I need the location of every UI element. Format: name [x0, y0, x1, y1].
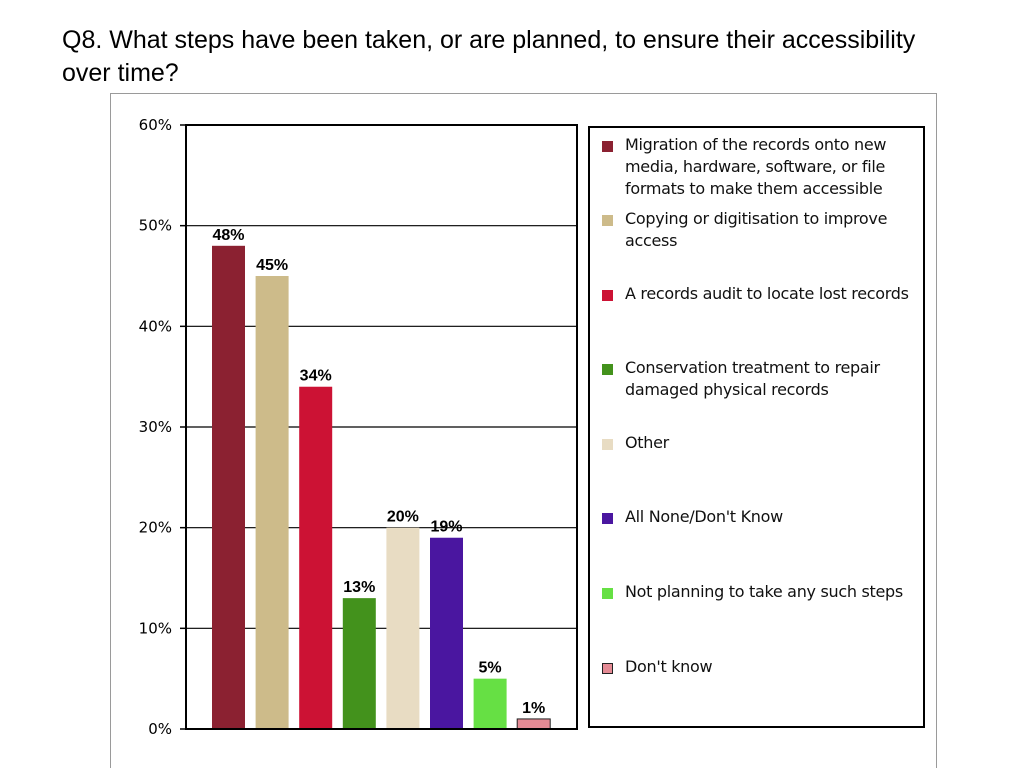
legend-swatch: [602, 141, 613, 152]
legend-label: All None/Don't Know: [625, 506, 783, 528]
bar-value-label: 1%: [522, 700, 545, 717]
legend-label-line: media, hardware, software, or file: [625, 157, 886, 176]
legend-label-line: Other: [625, 433, 669, 452]
y-tick-label: 10%: [139, 619, 172, 637]
bar-value-label: 45%: [256, 257, 288, 274]
legend-label: Migration of the records onto new media, …: [625, 134, 886, 200]
legend-swatch: [602, 439, 613, 450]
legend-label: Not planning to take any such steps: [625, 581, 903, 603]
legend-label-line: formats to make them accessible: [625, 179, 883, 198]
chart-legend: Migration of the records onto new media, …: [588, 126, 925, 728]
bar-chart: 48% 45% 34% 13% 20% 19% 5% 1% 0% 10% 20% 30% 40% 50%…: [139, 116, 578, 738]
bar-value-label: 20%: [387, 509, 419, 526]
legend-label: A records audit to locate lost records: [625, 283, 909, 305]
y-tick-label: 0%: [148, 720, 172, 738]
y-tick-label: 50%: [139, 217, 172, 235]
legend-swatch: [602, 290, 613, 301]
bars: [212, 245, 551, 730]
chart-frame: 48% 45% 34% 13% 20% 19% 5% 1% 0% 10% 20% 30% 40% 50%…: [110, 93, 937, 768]
bar-value-label: 19%: [430, 519, 462, 536]
bar: [516, 718, 551, 730]
y-tick-label: 30%: [139, 418, 172, 436]
legend-swatch: [602, 513, 613, 524]
plot-area-border: [185, 124, 578, 730]
legend-label-line: Migration of the records onto new: [625, 135, 887, 154]
bar-value-label: 48%: [212, 227, 244, 244]
bar-value-label: 5%: [479, 660, 502, 677]
y-axis-ticks: 0% 10% 20% 30% 40% 50% 60%: [139, 116, 186, 738]
bar: [342, 598, 376, 729]
legend-label: Copying or digitisation to improve access: [625, 208, 887, 252]
bar-value-label: 13%: [343, 579, 375, 596]
legend-label-line: Copying or digitisation to improve: [625, 209, 888, 228]
legend-swatch: [602, 215, 613, 226]
slide-title: Q8. What steps have been taken, or are p…: [62, 26, 916, 87]
legend-swatch: [602, 663, 613, 674]
legend-label-line: Don't know: [625, 657, 713, 676]
bar: [473, 678, 507, 729]
legend-label: Don't know: [625, 656, 713, 678]
legend-label: Conservation treatment to repair damaged …: [625, 357, 880, 401]
legend-label-line: Not planning to take any such steps: [625, 582, 903, 601]
legend-label-line: All None/Don't Know: [625, 507, 783, 526]
legend-label-line: Conservation treatment to repair: [625, 358, 880, 377]
y-tick-label: 40%: [139, 317, 172, 335]
grid-lines: [186, 225, 577, 629]
bar: [386, 527, 420, 729]
bar: [255, 276, 289, 729]
legend-label-line: damaged physical records: [625, 380, 829, 399]
y-tick-label: 20%: [139, 519, 172, 537]
legend-label-line: access: [625, 231, 678, 250]
data-labels: 48% 45% 34% 13% 20% 19% 5% 1%: [212, 227, 545, 717]
y-tick-label: 60%: [139, 116, 172, 134]
bar: [430, 537, 463, 729]
legend-swatch: [602, 364, 613, 375]
legend-label-line: A records audit to locate lost records: [625, 284, 909, 303]
bar: [299, 386, 333, 729]
bar: [212, 245, 245, 730]
legend-label: Other: [625, 432, 669, 454]
bar-value-label: 34%: [300, 368, 332, 385]
legend-swatch: [602, 588, 613, 599]
